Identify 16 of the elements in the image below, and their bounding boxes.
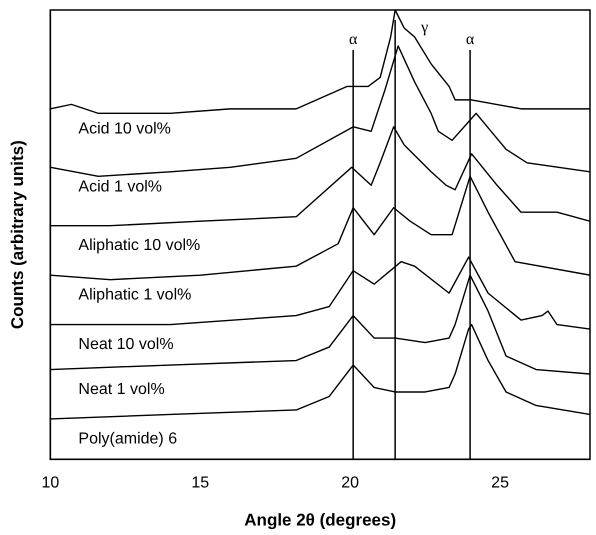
x-tick-label: 10 bbox=[42, 474, 60, 492]
y-axis-title: Counts (arbitrary units) bbox=[8, 140, 27, 330]
ref-line-label: γ bbox=[420, 19, 428, 36]
x-tick-label: 25 bbox=[491, 474, 510, 492]
series-label: Aliphatic 1 vol% bbox=[78, 286, 192, 304]
series-label: Poly(amide) 6 bbox=[78, 430, 178, 448]
series-label: Neat 10 vol% bbox=[78, 336, 174, 353]
series-label: Neat 1 vol% bbox=[78, 380, 165, 398]
series-label: Acid 10 vol% bbox=[78, 120, 171, 138]
ref-line-label: α bbox=[348, 31, 358, 48]
x-tick-label: 15 bbox=[191, 474, 210, 492]
x-axis-title: Angle 2θ (degrees) bbox=[244, 510, 396, 530]
x-tick-label: 20 bbox=[341, 474, 360, 492]
series-label: Aliphatic 10 vol% bbox=[78, 237, 200, 254]
ref-line-label: α bbox=[466, 31, 475, 48]
series-label: Acid 1 vol% bbox=[78, 178, 162, 196]
